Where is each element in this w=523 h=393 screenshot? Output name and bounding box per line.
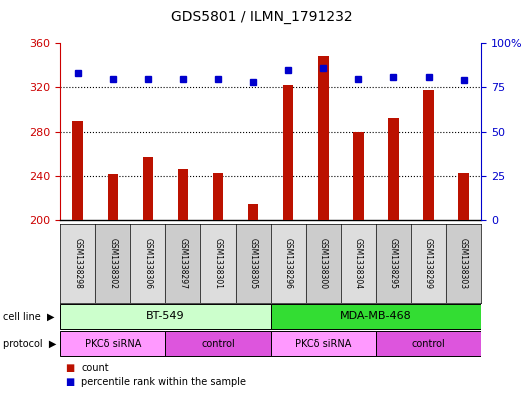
Text: protocol  ▶: protocol ▶ — [3, 339, 56, 349]
Text: GSM1338306: GSM1338306 — [143, 238, 152, 289]
Bar — [60, 331, 165, 356]
Text: GSM1338298: GSM1338298 — [73, 238, 82, 289]
Bar — [353, 132, 363, 220]
Bar — [458, 173, 469, 220]
Bar — [95, 224, 130, 303]
Text: GSM1338297: GSM1338297 — [178, 238, 187, 289]
Bar — [376, 331, 481, 356]
Bar — [388, 118, 399, 220]
Bar — [271, 304, 481, 329]
Text: count: count — [81, 364, 109, 373]
Bar — [306, 224, 341, 303]
Bar — [200, 224, 235, 303]
Bar — [178, 169, 188, 220]
Bar — [271, 224, 306, 303]
Text: PKCδ siRNA: PKCδ siRNA — [295, 339, 351, 349]
Bar — [283, 85, 293, 220]
Bar — [271, 331, 376, 356]
Text: GSM1338302: GSM1338302 — [108, 238, 117, 289]
Bar — [248, 204, 258, 220]
Text: GSM1338305: GSM1338305 — [248, 238, 258, 289]
Text: percentile rank within the sample: percentile rank within the sample — [81, 377, 246, 387]
Text: BT-549: BT-549 — [146, 311, 185, 321]
Bar — [72, 121, 83, 220]
Text: GSM1338295: GSM1338295 — [389, 238, 398, 289]
Text: GSM1338296: GSM1338296 — [283, 238, 293, 289]
Bar — [318, 57, 328, 220]
Bar — [341, 224, 376, 303]
Text: GSM1338304: GSM1338304 — [354, 238, 363, 289]
Text: PKCδ siRNA: PKCδ siRNA — [85, 339, 141, 349]
Text: control: control — [201, 339, 235, 349]
Text: GSM1338299: GSM1338299 — [424, 238, 433, 289]
Bar — [423, 90, 434, 220]
Bar — [108, 174, 118, 220]
Text: cell line  ▶: cell line ▶ — [3, 311, 54, 321]
Text: ■: ■ — [65, 364, 75, 373]
Text: GSM1338301: GSM1338301 — [213, 238, 222, 289]
Bar — [165, 331, 271, 356]
Text: GSM1338300: GSM1338300 — [319, 238, 328, 289]
Bar — [165, 224, 200, 303]
Bar — [411, 224, 446, 303]
Bar — [446, 224, 481, 303]
Bar — [60, 224, 95, 303]
Bar — [376, 224, 411, 303]
Bar — [213, 173, 223, 220]
Text: GSM1338303: GSM1338303 — [459, 238, 468, 289]
Text: control: control — [412, 339, 446, 349]
Bar — [143, 157, 153, 220]
Text: GDS5801 / ILMN_1791232: GDS5801 / ILMN_1791232 — [170, 9, 353, 24]
Bar — [235, 224, 271, 303]
Text: ■: ■ — [65, 377, 75, 387]
Bar — [60, 304, 271, 329]
Text: MDA-MB-468: MDA-MB-468 — [340, 311, 412, 321]
Bar — [130, 224, 165, 303]
